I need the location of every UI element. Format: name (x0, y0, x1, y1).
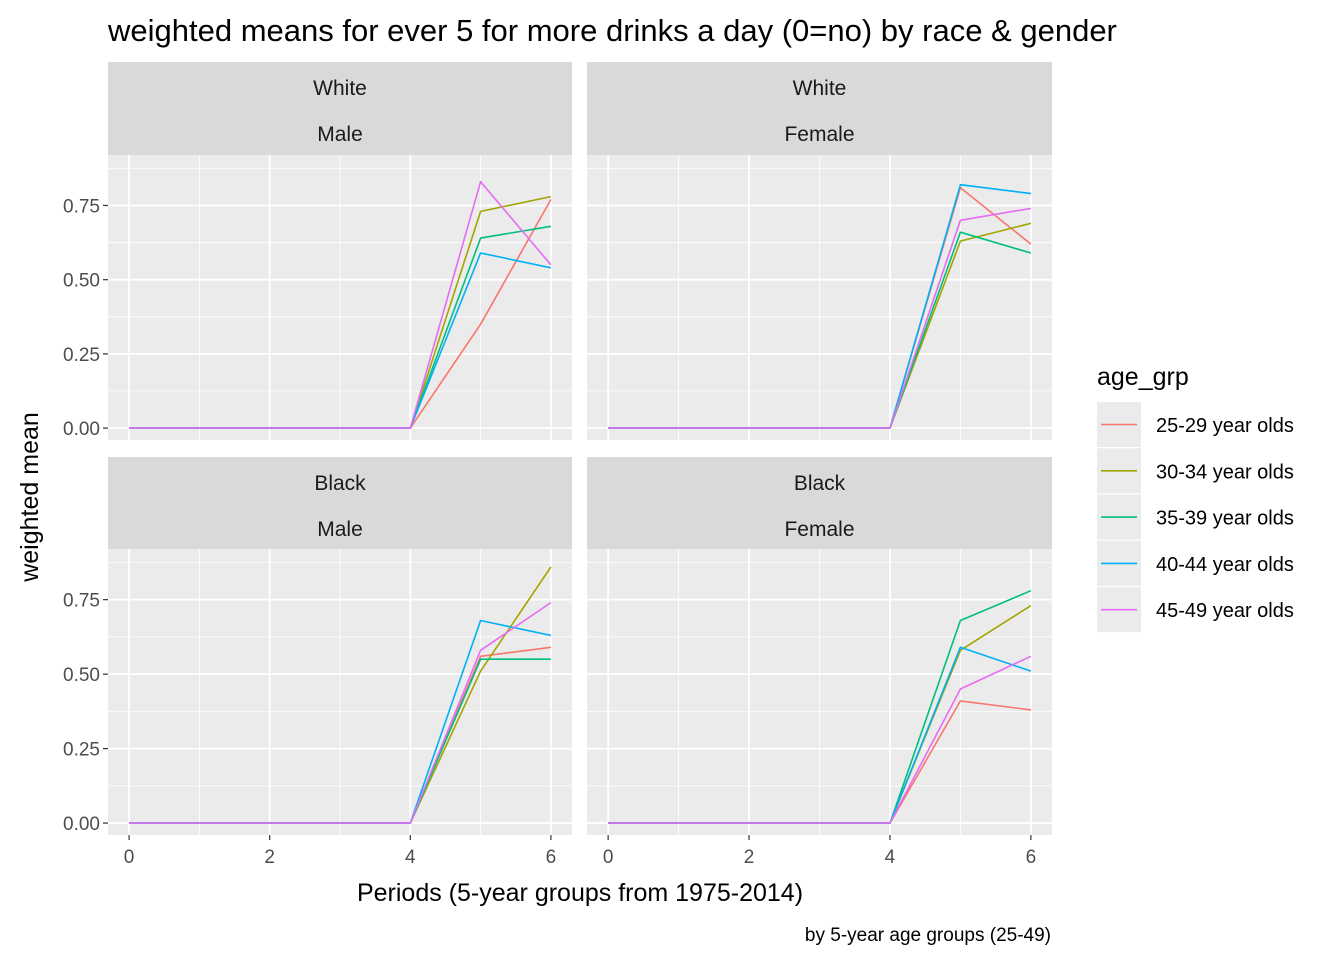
facet-strip-race-label: Black (794, 472, 846, 495)
facet-strip-race-label: White (313, 77, 367, 100)
legend-label: 35-39 year olds (1156, 508, 1294, 530)
facet-strip (587, 62, 1052, 155)
x-tick-label: 0 (603, 847, 614, 868)
x-axis-title: Periods (5-year groups from 1975-2014) (357, 879, 803, 907)
series-line-45-49 (608, 655, 1032, 824)
legend-item: 25-29 year olds (1097, 402, 1294, 447)
y-tick-label: 0.75 (63, 196, 100, 217)
legend-item: 35-39 year olds (1097, 494, 1294, 540)
legend-label: 25-29 year olds (1156, 415, 1294, 437)
facet-strip-gender-label: Female (784, 123, 854, 146)
x-tick-label: 6 (1026, 847, 1037, 868)
chart-title: weighted means for ever 5 for more drink… (107, 13, 1117, 48)
y-axis-title: weighted mean (16, 412, 44, 583)
x-tick-label: 2 (264, 847, 275, 868)
series-line-45-49 (129, 180, 552, 429)
facet-strip (587, 457, 1052, 549)
y-tick-label: 0.50 (63, 271, 100, 292)
legend-item: 30-34 year olds (1097, 448, 1294, 494)
y-tick-label: 0.00 (63, 814, 100, 835)
legend-item: 45-49 year olds (1097, 587, 1294, 633)
facet-strip-race-label: Black (314, 472, 366, 495)
x-tick-label: 0 (124, 847, 135, 868)
facet-black-female: Black Female 0 2 4 6 (587, 457, 1052, 868)
facet-panels: WhiteMale0.000.250.500.75WhiteFemaleBlac… (63, 62, 1052, 868)
series-line-45-49 (129, 601, 552, 824)
facet-strip-gender-label: Female (784, 518, 854, 541)
x-tick-label: 4 (405, 847, 416, 868)
series-line-45-49 (608, 207, 1032, 429)
legend: age_grp 25-29 year olds 30-34 year olds 35… (1097, 363, 1294, 633)
x-tick-label: 6 (546, 847, 557, 868)
y-tick-label: 0.25 (63, 740, 100, 761)
y-tick-label: 0.75 (63, 591, 100, 612)
y-tick-label: 0.50 (63, 665, 100, 686)
y-tick-label: 0.00 (63, 419, 100, 440)
facet-white-female: White Female (587, 62, 1052, 440)
legend-item: 40-44 year olds (1097, 540, 1294, 586)
legend-label: 40-44 year olds (1156, 554, 1294, 576)
y-tick-label: 0.25 (63, 345, 100, 366)
facet-strip (108, 62, 572, 155)
legend-label: 45-49 year olds (1156, 600, 1294, 622)
facet-strip-gender-label: Male (317, 518, 363, 541)
facet-strip (108, 457, 572, 549)
facet-strip-race-label: White (793, 77, 847, 100)
facet-white-male: White Male 0.00 0.25 0.50 0.75 (63, 62, 572, 440)
chart-caption: by 5-year age groups (25-49) (805, 925, 1051, 946)
legend-title: age_grp (1097, 363, 1189, 391)
x-tick-label: 2 (744, 847, 755, 868)
x-tick-label: 4 (885, 847, 896, 868)
facet-black-male: Black Male 0.00 0.25 0.50 0.75 0 2 4 6 (63, 457, 572, 868)
legend-label: 30-34 year olds (1156, 461, 1294, 483)
facet-strip-gender-label: Male (317, 123, 363, 146)
